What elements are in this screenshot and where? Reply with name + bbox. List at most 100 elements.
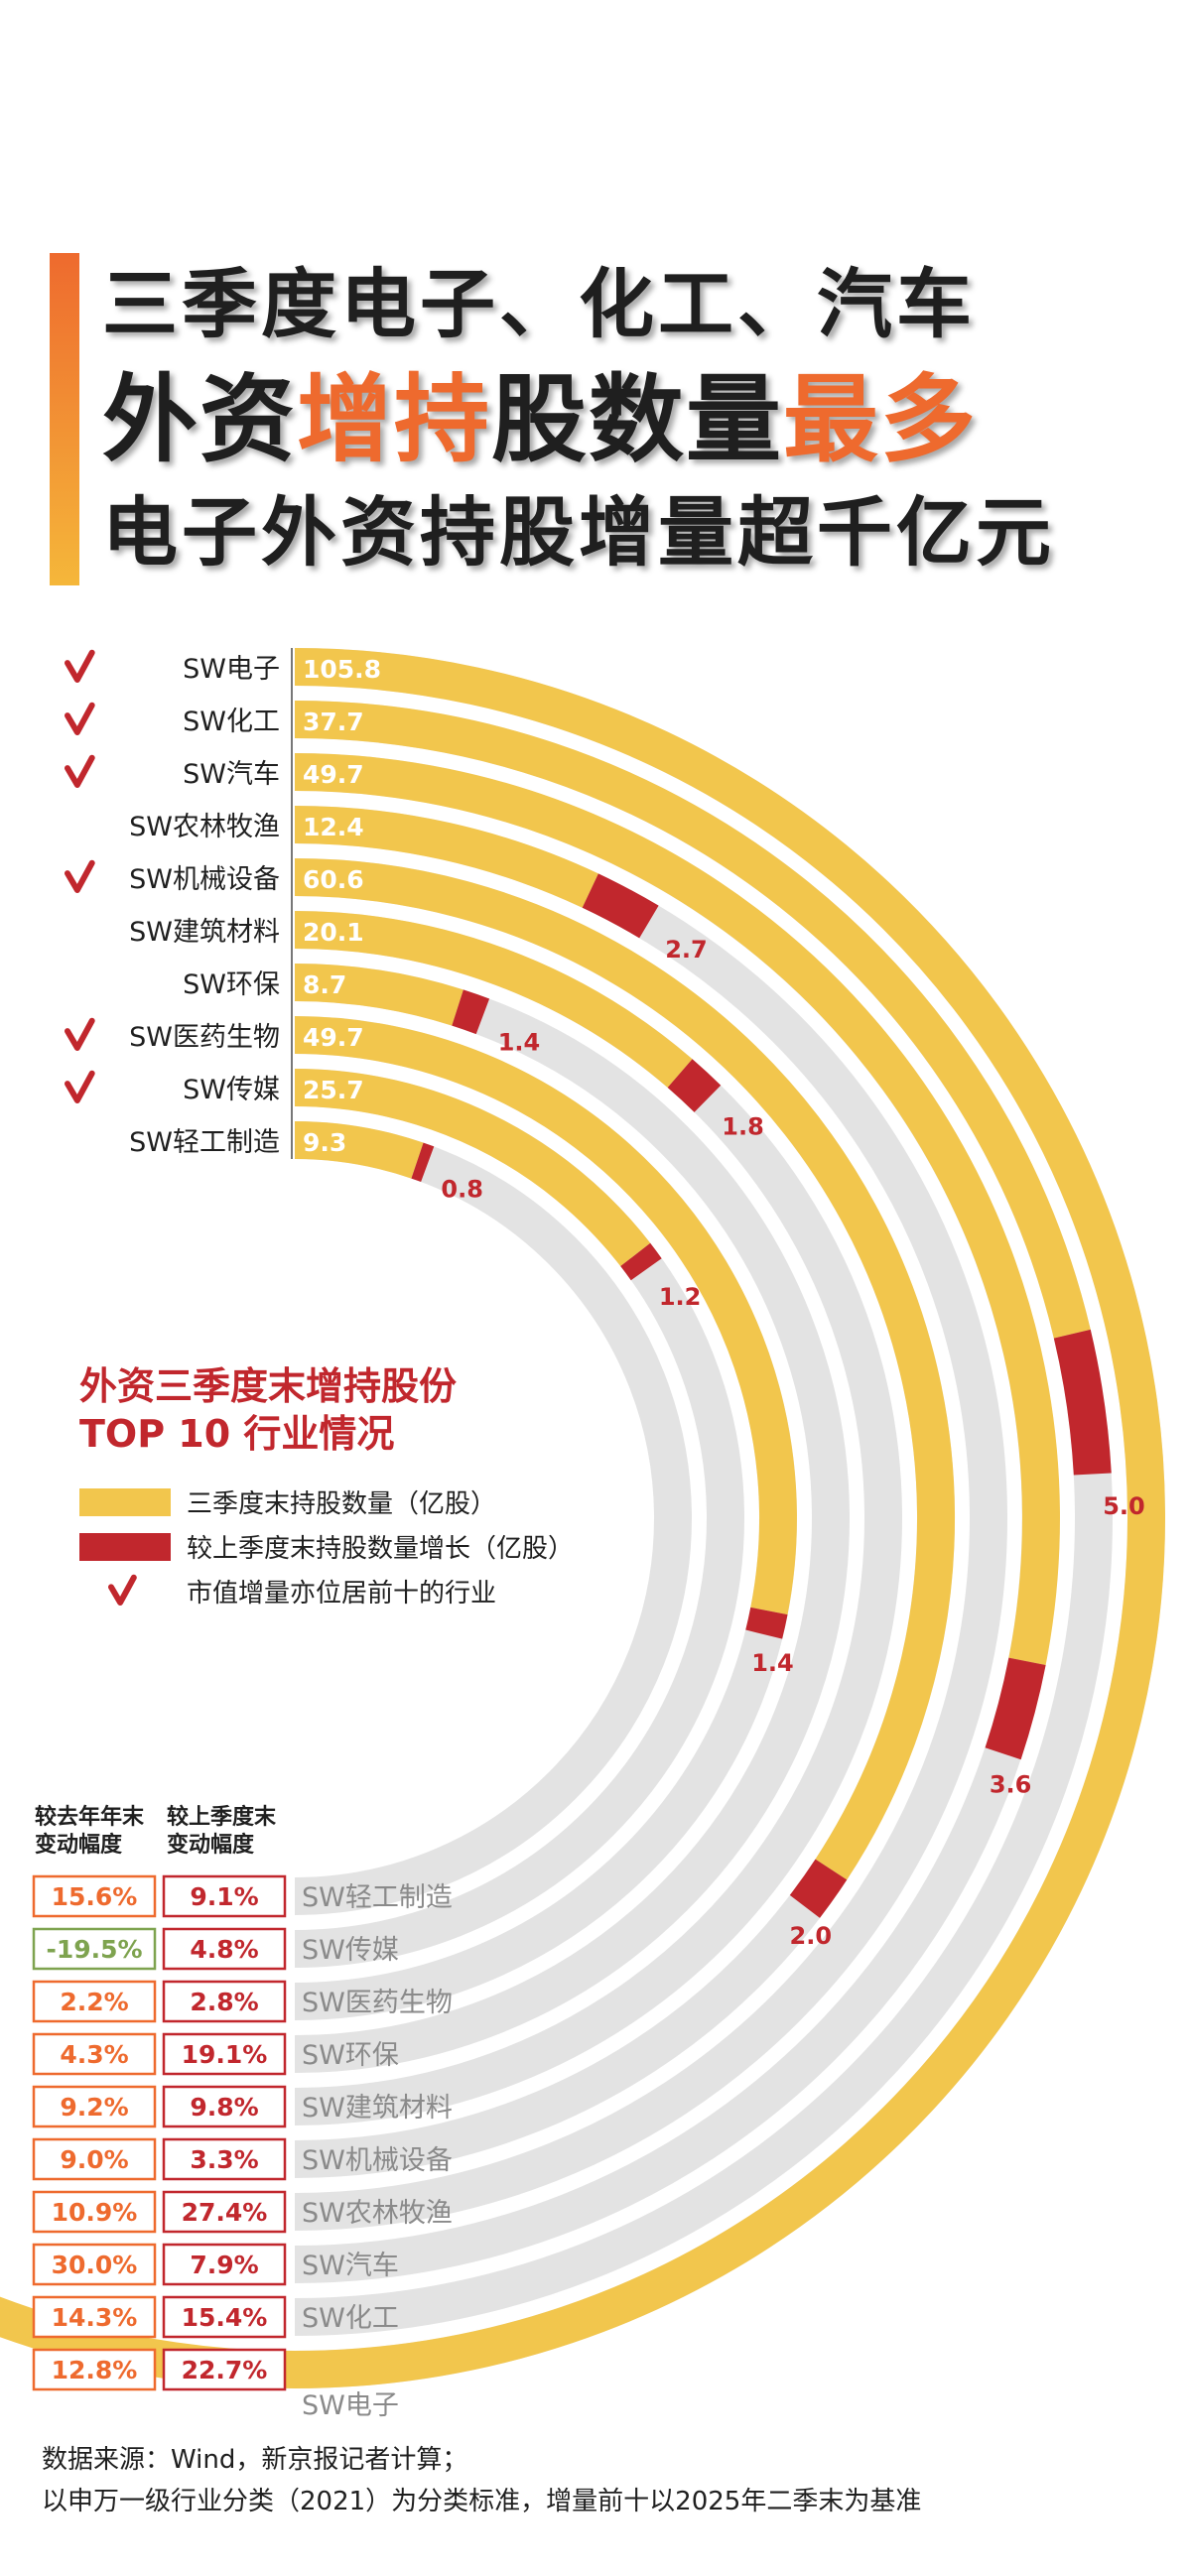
yoy-change-value: 9.0% (60, 2145, 128, 2174)
yoy-change-box (32, 2348, 157, 2391)
yoy-change-box (32, 2190, 157, 2234)
increase-bar (985, 1657, 1046, 1760)
yoy-header-line-2: 变动幅度 (35, 1832, 123, 1858)
industry-label-bottom: SW机械设备 (302, 2145, 453, 2176)
holdings-bar (294, 1016, 797, 1615)
legend-title-line-2: TOP 10 行业情况 (79, 1412, 394, 1456)
increase-value-label: 2.0 (790, 1922, 833, 1950)
industry-label-bottom: SW电子 (302, 2390, 399, 2421)
qoq-change-value: 4.8% (190, 1935, 258, 1964)
industry-label-bottom: SW农林牧渔 (302, 2198, 453, 2229)
holdings-bar (0, 648, 1165, 2388)
title-accent-bar (50, 253, 79, 585)
headline-highlight: 增持 (297, 364, 491, 475)
qoq-change-value: 22.7% (182, 2356, 268, 2384)
qoq-change-value: 9.8% (190, 2093, 258, 2122)
holdings-value-label: 37.7 (303, 708, 364, 736)
headline-part: 外资 (102, 364, 297, 475)
increase-bar (789, 1859, 848, 1918)
industry-label: SW电子 (183, 654, 280, 685)
check-icon (65, 702, 95, 735)
yoy-change-value: 14.3% (52, 2303, 138, 2332)
increase-bar (620, 1242, 662, 1281)
qoq-change-box (162, 1874, 287, 1918)
industry-label-bottom: SW轻工制造 (302, 1882, 453, 1913)
yoy-change-value: 10.9% (52, 2198, 138, 2227)
industry-label-bottom: SW汽车 (302, 2251, 399, 2281)
qoq-change-box (162, 2243, 287, 2286)
qoq-change-value: 15.4% (182, 2303, 268, 2332)
yoy-change-value: 2.2% (60, 1988, 128, 2016)
yoy-change-box (32, 2243, 157, 2286)
yoy-change-value: -19.5% (46, 1935, 142, 1964)
industry-label-bottom: SW化工 (302, 2303, 399, 2334)
qoq-change-box (162, 2348, 287, 2391)
yoy-change-value: 9.2% (60, 2093, 128, 2122)
holdings-bar (294, 701, 1091, 1339)
qoq-header-line-1: 较上季度末 (167, 1804, 277, 1830)
yoy-change-box (32, 2295, 157, 2339)
legend-check-label: 市值增量亦位居前十的行业 (187, 1579, 496, 1609)
holdings-value-label: 60.6 (303, 865, 364, 894)
industry-label: SW建筑材料 (129, 917, 280, 948)
increase-value-label: 2.7 (665, 936, 708, 964)
qoq-change-box (162, 2085, 287, 2128)
check-icon (65, 754, 95, 788)
yoy-change-value: 15.6% (52, 1882, 138, 1911)
qoq-change-value: 2.8% (190, 1988, 258, 2016)
qoq-change-box (162, 2032, 287, 2076)
holdings-value-label: 49.7 (303, 1023, 364, 1052)
qoq-change-box (162, 2295, 287, 2339)
ring-track (294, 964, 850, 2073)
yoy-change-box (32, 1874, 157, 1918)
yoy-change-value: 4.3% (60, 2040, 128, 2069)
check-icon (65, 1017, 95, 1051)
holdings-value-label: 105.8 (303, 655, 381, 684)
legend-title-line-1: 外资三季度末增持股份 (79, 1364, 457, 1408)
yoy-change-box (32, 2085, 157, 2128)
holdings-value-label: 12.4 (303, 813, 364, 841)
industry-label: SW农林牧渔 (129, 812, 280, 842)
industry-label-bottom: SW传媒 (302, 1935, 399, 1966)
holdings-value-label: 25.7 (303, 1076, 364, 1104)
qoq-change-box (162, 1980, 287, 2023)
holdings-bar (294, 753, 1060, 1665)
holdings-value-label: 8.7 (303, 970, 346, 999)
qoq-header-line-2: 变动幅度 (167, 1832, 255, 1858)
qoq-change-value: 9.1% (190, 1882, 258, 1911)
headline-highlight: 最多 (783, 364, 978, 475)
industry-label: SW机械设备 (129, 864, 280, 895)
qoq-change-box (162, 2137, 287, 2181)
holdings-value-label: 20.1 (303, 918, 364, 947)
increase-value-label: 1.2 (659, 1283, 702, 1311)
increase-bar (411, 1142, 435, 1183)
headline-line-2: 外资增持股数量最多 (102, 342, 978, 480)
headline-line-1: 三季度电子、化工、汽车 (102, 260, 976, 348)
holdings-bar (294, 911, 693, 1088)
check-icon (65, 649, 95, 683)
increase-bar (745, 1607, 788, 1639)
industry-label-bottom: SW环保 (302, 2040, 399, 2071)
headline-line-3: 电子外资持股增量超千亿元 (102, 488, 1055, 577)
industry-label: SW传媒 (183, 1075, 280, 1105)
increase-value-label: 0.8 (441, 1176, 483, 1204)
headline-part: 股数量 (491, 364, 783, 475)
check-icon (65, 859, 95, 893)
industry-label: SW医药生物 (129, 1022, 280, 1053)
legend-check-icon (108, 1574, 137, 1606)
holdings-bar (294, 1069, 651, 1267)
check-icon (65, 1070, 95, 1103)
yoy-change-box (32, 1927, 157, 1971)
increase-bar (452, 989, 490, 1035)
holdings-bar (294, 963, 463, 1026)
industry-label-bottom: SW建筑材料 (302, 2093, 453, 2124)
holdings-value-label: 49.7 (303, 760, 364, 789)
yoy-change-box (32, 2032, 157, 2076)
increase-bar (582, 873, 659, 939)
yoy-change-box (32, 2137, 157, 2181)
ring-track (294, 1121, 692, 1915)
yoy-change-box (32, 1980, 157, 2023)
industry-label: SW轻工制造 (129, 1127, 280, 1158)
industry-label: SW汽车 (183, 759, 280, 790)
